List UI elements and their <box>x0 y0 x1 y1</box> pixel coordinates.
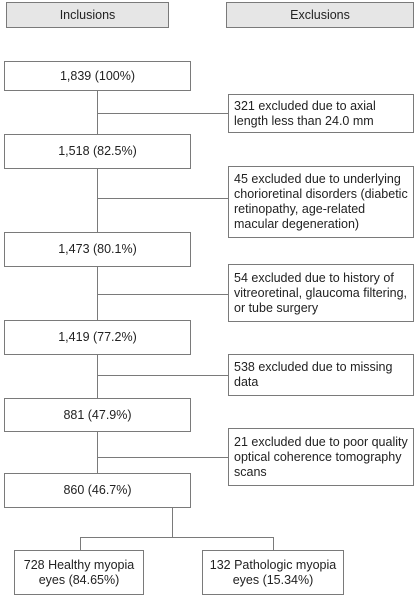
exclusion-box: 21 excluded due to poor quality optical … <box>228 428 414 486</box>
exclusion-box: 321 excluded due to axial length less th… <box>228 94 414 133</box>
inclusion-box: 860 (46.7%) <box>4 473 191 508</box>
connector-line <box>97 168 98 232</box>
split-line <box>80 537 273 538</box>
inclusion-count: 1,518 (82.5%) <box>58 144 137 158</box>
healthy-myopia-label: 728 Healthy myopia eyes (84.65%) <box>23 557 135 587</box>
inclusion-box: 1,419 (77.2%) <box>4 320 191 355</box>
branch-line <box>97 113 228 114</box>
exclusion-box: 538 excluded due to missing data <box>228 354 414 396</box>
inclusions-header-label: Inclusions <box>59 7 116 22</box>
split-line <box>273 537 274 550</box>
exclusion-reason: 21 excluded due to poor quality optical … <box>234 434 408 479</box>
branch-line <box>97 375 228 376</box>
branch-line <box>97 198 228 199</box>
pathologic-myopia-label: 132 Pathologic myopia eyes (15.34%) <box>209 557 337 587</box>
connector-line <box>97 266 98 320</box>
connector-line <box>172 507 173 537</box>
exclusion-reason: 321 excluded due to axial length less th… <box>234 98 376 128</box>
exclusion-reason: 45 excluded due to underlying chorioreti… <box>234 172 408 231</box>
inclusions-header: Inclusions <box>6 2 169 28</box>
exclusions-header: Exclusions <box>226 2 414 28</box>
healthy-myopia-box: 728 Healthy myopia eyes (84.65%) <box>14 550 144 595</box>
inclusion-box: 1,518 (82.5%) <box>4 134 191 169</box>
inclusion-box: 881 (47.9%) <box>4 398 191 432</box>
inclusion-count: 1,473 (80.1%) <box>58 242 137 256</box>
connector-line <box>97 431 98 473</box>
inclusion-box: 1,839 (100%) <box>4 61 191 91</box>
exclusion-box: 54 excluded due to history of vitreoreti… <box>228 264 414 322</box>
inclusion-count: 1,419 (77.2%) <box>58 330 137 344</box>
exclusion-box: 45 excluded due to underlying chorioreti… <box>228 166 414 238</box>
pathologic-myopia-box: 132 Pathologic myopia eyes (15.34%) <box>202 550 344 595</box>
split-line <box>80 537 81 550</box>
inclusion-box: 1,473 (80.1%) <box>4 232 191 267</box>
exclusions-header-label: Exclusions <box>290 7 350 22</box>
inclusion-count: 881 (47.9%) <box>63 407 132 422</box>
exclusion-reason: 54 excluded due to history of vitreoreti… <box>234 270 407 315</box>
inclusion-count: 860 (46.7%) <box>63 483 132 497</box>
connector-line <box>97 90 98 134</box>
inclusion-count: 1,839 (100%) <box>59 68 136 83</box>
branch-line <box>97 294 228 295</box>
exclusion-reason: 538 excluded due to missing data <box>234 360 393 389</box>
branch-line <box>97 457 228 458</box>
connector-line <box>97 354 98 398</box>
